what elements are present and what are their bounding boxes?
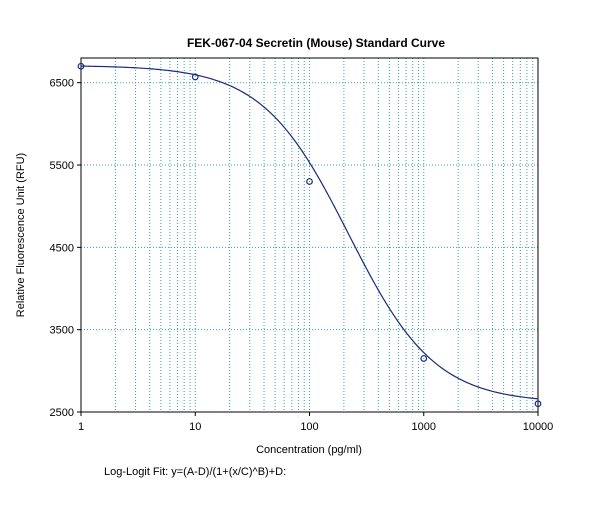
x-axis-label: Concentration (pg/ml): [256, 444, 362, 456]
x-tick-label: 1: [78, 421, 84, 433]
x-tick-label: 10000: [523, 421, 554, 433]
fit-curve: [80, 65, 539, 400]
data-point: [306, 178, 313, 185]
y-axis-label: Relative Fluorescence Unit (RFU): [15, 153, 27, 317]
data-point: [77, 62, 85, 70]
y-tick-label: 5500: [50, 160, 74, 172]
x-tick-label: 100: [300, 421, 318, 433]
y-tick-label: 3500: [50, 325, 74, 337]
chart-title: FEK-067-04 Secretin (Mouse) Standard Cur…: [187, 36, 445, 50]
y-tick-label: 2500: [50, 407, 74, 419]
x-tick-label: 1000: [412, 421, 436, 433]
y-tick-label: 6500: [50, 78, 74, 90]
data-point: [420, 355, 428, 362]
data-point: [191, 73, 199, 81]
data-point: [534, 400, 542, 408]
y-tick-label: 4500: [50, 242, 74, 254]
fit-equation-note: Log-Logit Fit: y=(A-D)/(1+(x/C)^B)+D:: [104, 466, 287, 478]
grid-lines: [81, 58, 538, 413]
x-tick-label: 10: [189, 421, 201, 433]
axis-ticks: 1 10 100 1000 10000 2500 3500 4500 5500 6500: [50, 78, 554, 433]
data-points: [77, 62, 542, 408]
